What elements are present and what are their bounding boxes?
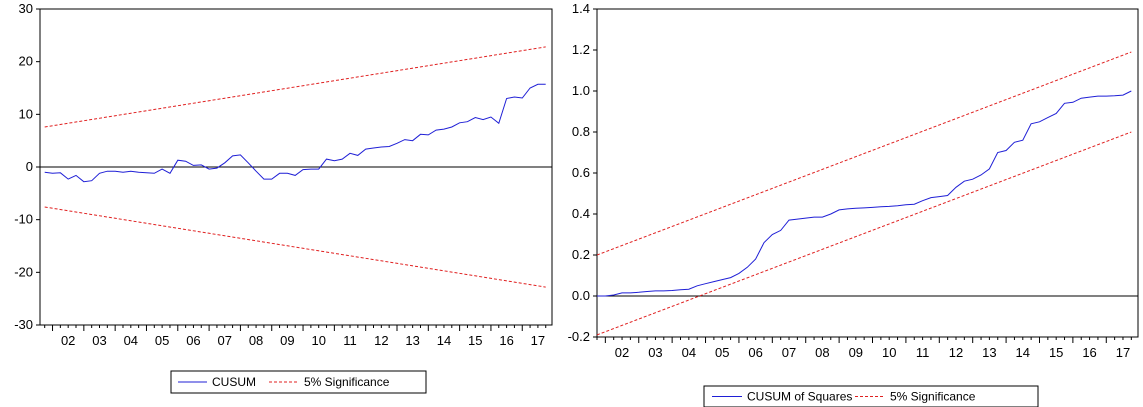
x-tick-label: 11 [343, 333, 357, 348]
y-tick-label: 1.4 [572, 1, 590, 16]
y-tick-label: 0.0 [572, 288, 590, 303]
significance-bound-line [596, 131, 1132, 336]
x-tick-label: 12 [374, 333, 388, 348]
x-tick-label: 10 [882, 345, 896, 360]
legend: CUSUM of Squares 5% Significance [703, 385, 1039, 407]
legend-label-bounds: 5% Significance [890, 390, 976, 404]
y-tick-label: 1.2 [572, 42, 590, 57]
x-tick-label: 11 [916, 345, 930, 360]
x-tick-label: 17 [531, 333, 545, 348]
x-tick-label: 13 [982, 345, 996, 360]
x-tick-label: 07 [218, 333, 232, 348]
y-tick-label: 0.4 [572, 206, 590, 221]
x-tick-label: 15 [468, 333, 482, 348]
x-tick-label: 04 [682, 345, 696, 360]
legend-label-series: CUSUM [212, 375, 256, 389]
x-tick-label: 05 [715, 345, 729, 360]
x-tick-label: 16 [499, 333, 513, 348]
legend-label-series: CUSUM of Squares [747, 390, 852, 404]
x-tick-label: 02 [615, 345, 629, 360]
x-tick-label: 17 [1116, 345, 1130, 360]
plot-frame [596, 8, 1139, 338]
significance-bound-line [596, 51, 1132, 256]
y-tick-label: 30 [19, 1, 33, 16]
y-tick-label: 0 [26, 159, 33, 174]
x-tick-label: 08 [249, 333, 263, 348]
y-tick-label: 20 [19, 54, 33, 69]
x-tick-label: 05 [155, 333, 169, 348]
significance-bound-line [44, 206, 546, 288]
x-tick-label: 16 [1082, 345, 1096, 360]
x-tick-label: 02 [61, 333, 75, 348]
y-tick-label: -10 [14, 212, 33, 227]
x-tick-label: 06 [186, 333, 200, 348]
x-tick-label: 03 [648, 345, 662, 360]
legend-label-bounds: 5% Significance [304, 375, 390, 389]
x-tick-label: 13 [405, 333, 419, 348]
legend: CUSUM 5% Significance [170, 370, 427, 394]
x-tick-label: 06 [748, 345, 762, 360]
cusum-chart: 30 20 10 0 -10 -20 -30 02 03 04 05 06 07 08 09 10 11 12 13… [14, 1, 553, 394]
x-tick-label: 09 [849, 345, 863, 360]
y-tick-label: 0.2 [572, 247, 590, 262]
cusum-of-squares-chart: 1.4 1.2 1.0 0.8 0.6 0.4 0.2 0.0 -0.2 02 03 04 05 06 07… [568, 1, 1139, 407]
y-tick-label: 10 [19, 106, 33, 121]
cusum-line [597, 90, 1132, 297]
x-tick-label: 09 [280, 333, 294, 348]
significance-bound-line [44, 46, 546, 128]
legend-box [170, 370, 427, 394]
x-tick-label: 04 [124, 333, 138, 348]
y-tick-label: -30 [14, 317, 33, 332]
x-tick-label: 14 [437, 333, 451, 348]
x-tick-label: 14 [1016, 345, 1030, 360]
x-tick-label: 07 [782, 345, 796, 360]
x-tick-label: 12 [949, 345, 963, 360]
y-tick-label: 0.6 [572, 165, 590, 180]
y-tick-label: 1.0 [572, 83, 590, 98]
y-tick-label: -0.2 [568, 329, 590, 344]
x-tick-label: 15 [1049, 345, 1063, 360]
y-tick-label: 0.8 [572, 124, 590, 139]
cusum-line [44, 83, 546, 183]
x-tick-label: 08 [815, 345, 829, 360]
y-tick-label: -20 [14, 264, 33, 279]
x-tick-label: 10 [311, 333, 325, 348]
x-tick-label: 03 [92, 333, 106, 348]
